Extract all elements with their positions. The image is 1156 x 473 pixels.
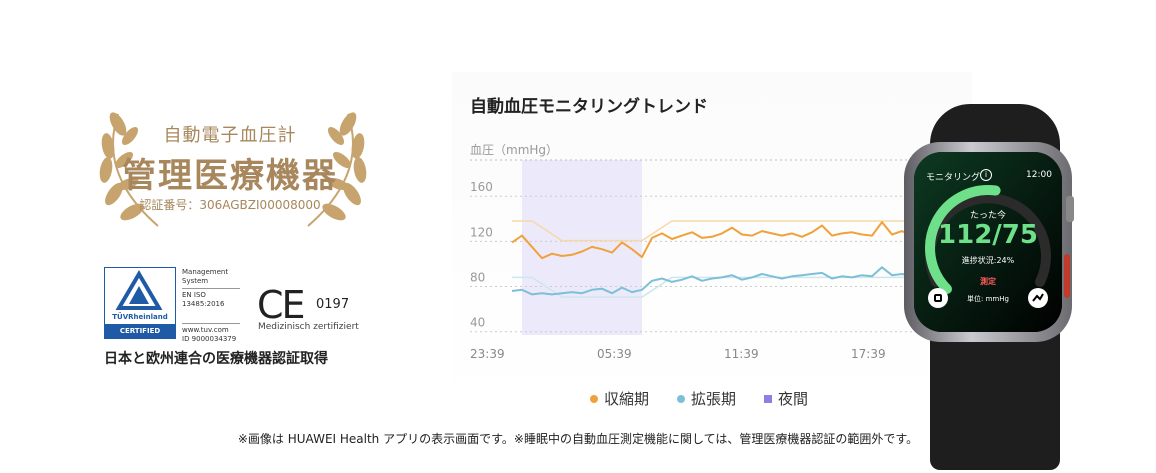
watch-unit: 単位: mmHg xyxy=(967,295,1009,303)
watch-crown[interactable] xyxy=(1066,196,1074,222)
night-band xyxy=(522,160,642,335)
watch-strap-bottom xyxy=(930,318,1060,470)
history-icon xyxy=(934,294,942,302)
reference-line xyxy=(512,276,912,298)
tuv-certified-label: CERTIFIED xyxy=(104,324,176,339)
tuv-info-line: Management xyxy=(182,268,229,276)
x-tick-label: 17:39 xyxy=(851,347,886,361)
laurel-wreath-icon xyxy=(99,112,367,227)
ce-mark: CE xyxy=(257,283,306,327)
x-tick-label: 11:39 xyxy=(724,347,759,361)
gauge-progress xyxy=(925,185,1001,294)
tuv-info: Management System EN ISO 13485:2016 www.… xyxy=(182,268,240,344)
badge-cert-number: 認証番号：306AGBZI00008000 xyxy=(139,198,321,212)
legend-diastolic: 拡張期 xyxy=(677,388,736,409)
cert-caption: 日本と欧州連合の医療機器認証取得 xyxy=(104,351,328,367)
footnote: ※画像は HUAWEI Health アプリの表示画面です。※睡眠中の自動血圧測… xyxy=(237,432,919,446)
trend-icon xyxy=(1032,293,1044,302)
y-tick-label: 160 xyxy=(470,180,493,194)
badge-title: 管理医療機器 xyxy=(122,156,338,196)
reference-line xyxy=(512,220,912,242)
badge-category: 自動電子血圧計 xyxy=(163,125,297,146)
tuv-info-line: ID 9000034379 xyxy=(182,335,237,343)
watch-screen: モニタリング i 12:00 たった今 112/75 進捗状況:24% 測定 単… xyxy=(914,152,1062,332)
x-tick-label: 23:39 xyxy=(470,347,505,361)
series-line xyxy=(511,221,913,260)
watch-time: 12:00 xyxy=(1026,170,1052,180)
legend-label: 拡張期 xyxy=(691,390,737,408)
chart-legend: 収縮期 拡張期 夜間 xyxy=(590,388,808,409)
watch-status: モニタリング xyxy=(926,173,981,183)
watch-reading: 112/75 xyxy=(938,220,1038,250)
x-tick-label: 05:39 xyxy=(597,347,632,361)
watch-side-button[interactable] xyxy=(1064,254,1070,298)
bp-trend-chart: 血圧（mmHg） 40 80 120 160 23:39 05:39 11:39 17:39 xyxy=(470,143,913,361)
legend-label: 収縮期 xyxy=(604,390,650,408)
series-line xyxy=(511,266,913,296)
y-tick-label: 40 xyxy=(470,316,485,330)
y-tick-label: 120 xyxy=(470,225,493,239)
tuv-info-line: www.tuv.com xyxy=(182,326,229,334)
legend-marker xyxy=(590,394,598,403)
tuv-brand: TÜVRheinland xyxy=(112,313,168,321)
history-button[interactable] xyxy=(928,288,948,308)
tuv-info-line: System xyxy=(182,277,209,285)
info-icon: i xyxy=(980,169,992,181)
watch-progress: 進捗状況:24% xyxy=(961,256,1015,265)
legend-night: 夜間 xyxy=(764,388,808,409)
trend-button[interactable] xyxy=(1028,288,1048,308)
legend-systolic: 収縮期 xyxy=(590,388,649,409)
y-tick-label: 80 xyxy=(470,271,485,285)
tuv-info-line: EN ISO xyxy=(182,291,206,299)
ce-subtitle: Medizinisch zertifiziert xyxy=(258,322,359,332)
watch-subtitle: たった今 xyxy=(969,211,1006,221)
ce-number: 0197 xyxy=(316,297,350,312)
chart-title: 自動血圧モニタリングトレンド xyxy=(470,97,708,117)
tuv-info-line: 13485:2016 xyxy=(182,300,225,308)
legend-marker xyxy=(677,394,686,403)
legend-label: 夜間 xyxy=(778,390,809,408)
tuv-triangle-icon xyxy=(115,270,163,310)
legend-marker xyxy=(764,394,773,403)
y-axis-title: 血圧（mmHg） xyxy=(470,143,558,157)
measure-button[interactable]: 測定 xyxy=(980,277,996,286)
